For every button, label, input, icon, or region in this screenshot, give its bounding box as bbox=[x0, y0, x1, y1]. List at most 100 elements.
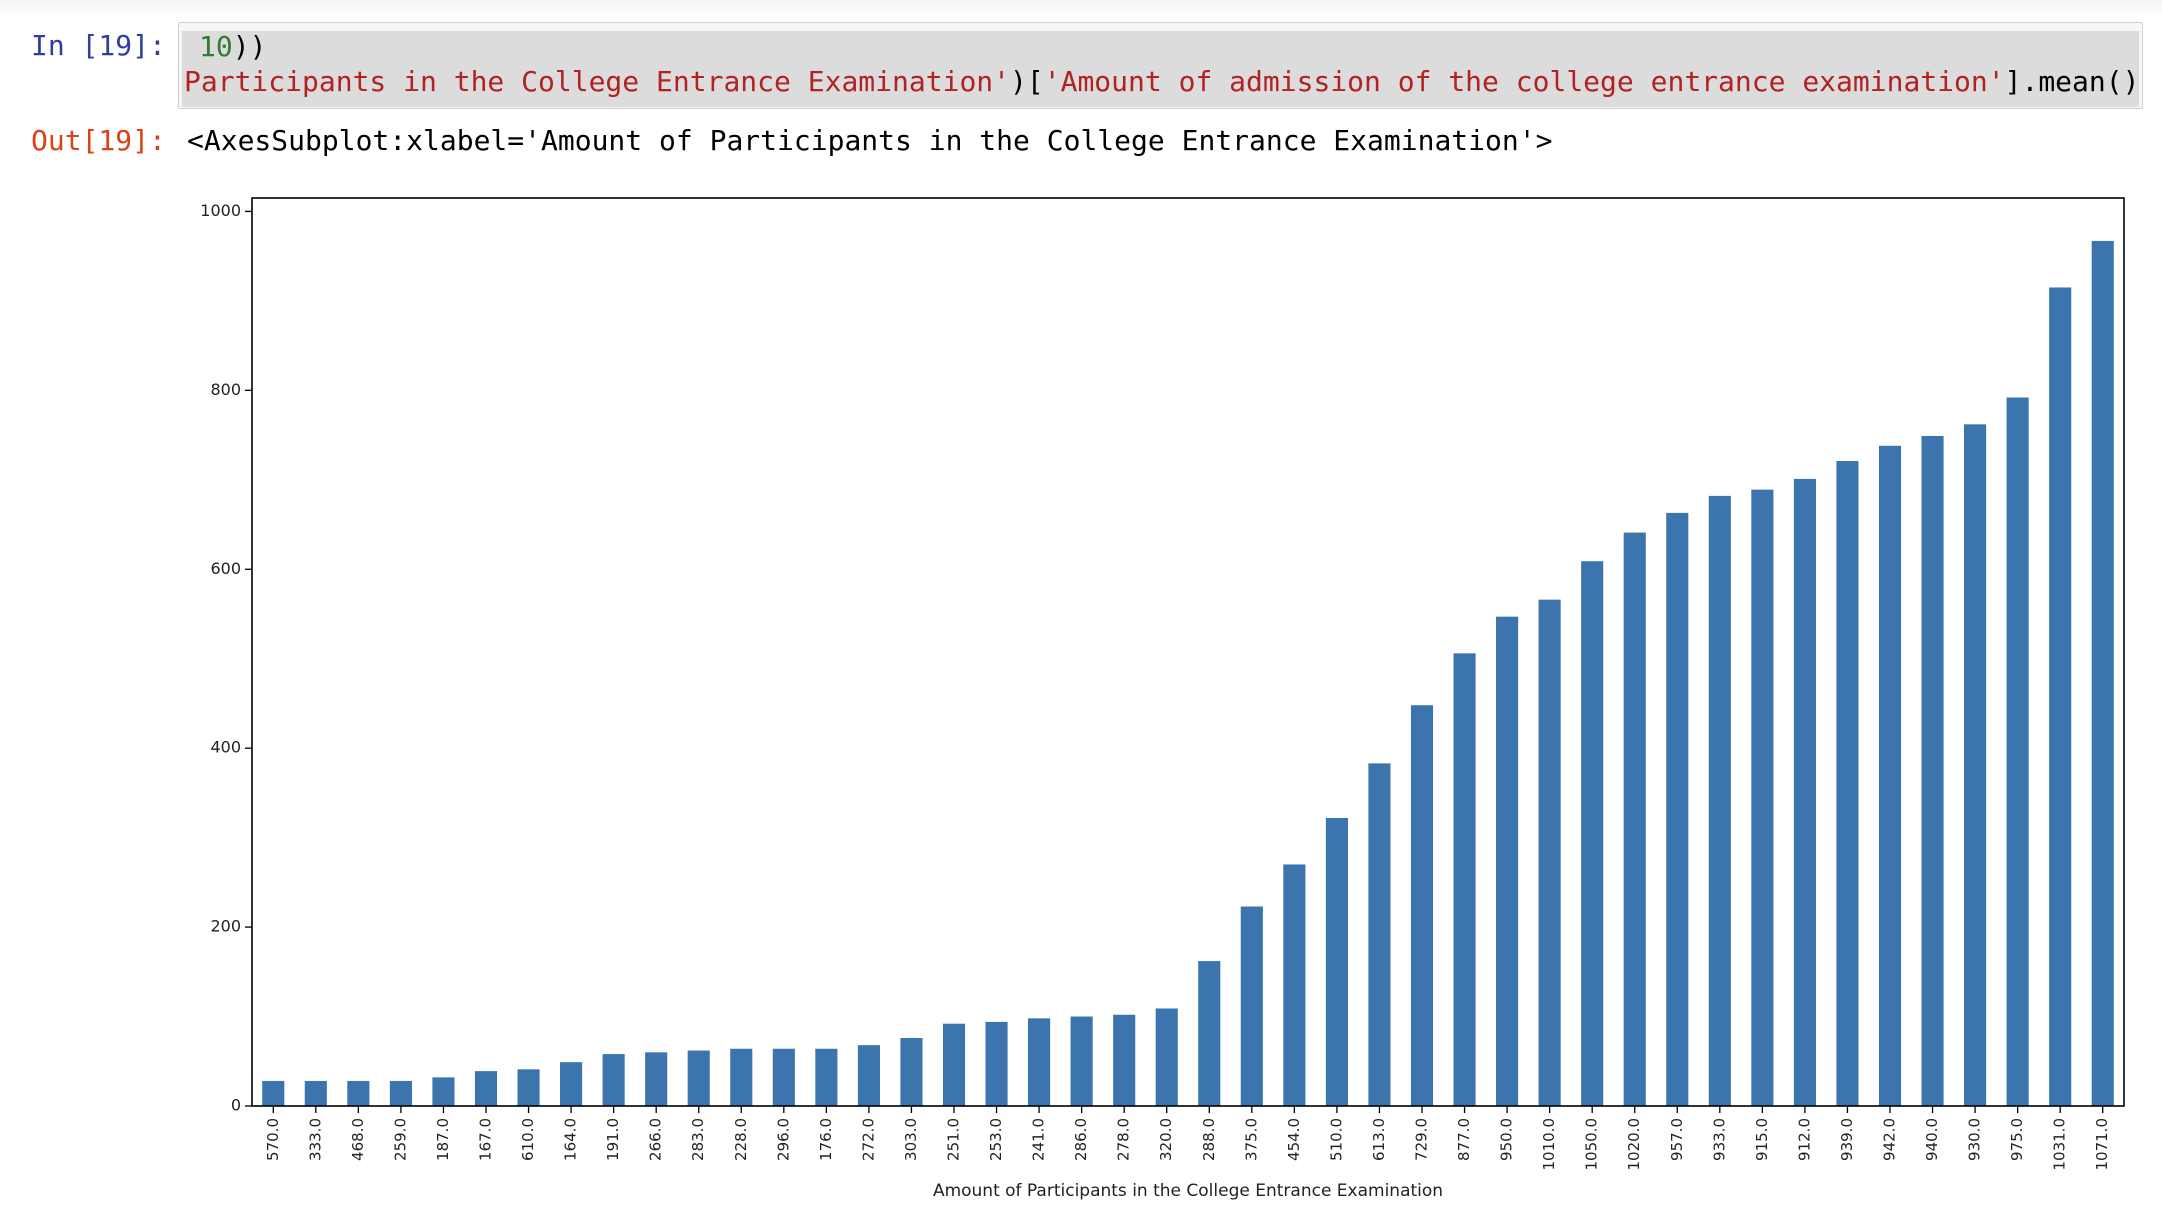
x-tick-label: 251.0 bbox=[945, 1118, 963, 1161]
x-tick-label: 940.0 bbox=[1923, 1118, 1941, 1161]
bar bbox=[1155, 1008, 1178, 1106]
code-number-literal: 10 bbox=[199, 30, 233, 63]
x-tick-label: 288.0 bbox=[1200, 1118, 1218, 1161]
notebook-top-bar bbox=[0, 0, 2162, 18]
x-tick-label: 228.0 bbox=[732, 1118, 750, 1161]
bar bbox=[687, 1050, 710, 1106]
x-axis-ticks: 570.0 333.0 468.0 259.0 187.0 167.0 610.0 164.0… bbox=[264, 1106, 2111, 1171]
x-tick-label: 930.0 bbox=[1966, 1118, 1984, 1161]
y-tick-label: 800 bbox=[210, 380, 241, 399]
x-tick-label: 286.0 bbox=[1072, 1118, 1090, 1161]
code-line-2: Participants in the College Entrance Exa… bbox=[184, 65, 2139, 98]
x-tick-label: 939.0 bbox=[1838, 1118, 1856, 1161]
x-tick-label: 510.0 bbox=[1327, 1118, 1345, 1161]
bar bbox=[1708, 495, 1731, 1106]
code-bracket-open: )[ bbox=[1010, 65, 1044, 98]
bar bbox=[560, 1062, 583, 1106]
x-axis-label: Amount of Participants in the College En… bbox=[933, 1181, 1443, 1201]
x-tick-label: 912.0 bbox=[1795, 1118, 1813, 1161]
bar bbox=[942, 1023, 966, 1106]
bar bbox=[517, 1069, 540, 1106]
bar bbox=[1198, 961, 1221, 1106]
bar bbox=[900, 1038, 923, 1106]
x-tick-label: 187.0 bbox=[434, 1118, 452, 1161]
x-tick-label: 570.0 bbox=[264, 1118, 282, 1161]
y-tick-label: 400 bbox=[210, 738, 241, 757]
code-selection-highlight bbox=[182, 31, 2139, 107]
bar bbox=[1453, 653, 1476, 1106]
input-prompt: In [19]: bbox=[31, 29, 166, 62]
x-tick-label: 1010.0 bbox=[1540, 1118, 1558, 1171]
bar bbox=[772, 1048, 795, 1106]
bar bbox=[1113, 1014, 1136, 1106]
x-tick-label: 957.0 bbox=[1668, 1118, 1686, 1161]
x-tick-label: 1031.0 bbox=[2051, 1118, 2069, 1171]
bar bbox=[1921, 435, 1944, 1107]
code-line-1: 10)) bbox=[199, 30, 266, 63]
bar bbox=[1368, 763, 1391, 1106]
x-tick-label: 1071.0 bbox=[2093, 1118, 2111, 1171]
bar bbox=[474, 1071, 498, 1106]
bar bbox=[1240, 906, 1263, 1106]
x-tick-label: 375.0 bbox=[1242, 1118, 1260, 1161]
bar bbox=[1496, 616, 1519, 1106]
x-tick-label: 915.0 bbox=[1753, 1118, 1771, 1161]
x-tick-label: 1050.0 bbox=[1583, 1118, 1601, 1171]
bar bbox=[1283, 864, 1306, 1106]
bar bbox=[1793, 478, 1816, 1106]
x-tick-label: 167.0 bbox=[477, 1118, 495, 1161]
x-tick-label: 176.0 bbox=[817, 1118, 835, 1161]
bar bbox=[815, 1048, 838, 1106]
x-tick-label: 975.0 bbox=[2008, 1118, 2026, 1161]
bar bbox=[730, 1048, 753, 1106]
bar bbox=[1878, 445, 1902, 1106]
x-tick-label: 191.0 bbox=[604, 1118, 622, 1161]
bar bbox=[1751, 489, 1774, 1106]
bar bbox=[1581, 561, 1604, 1106]
code-closing-parens: )) bbox=[232, 30, 267, 63]
y-tick-label: 0 bbox=[231, 1096, 241, 1115]
bar bbox=[602, 1054, 625, 1106]
x-tick-label: 278.0 bbox=[1115, 1118, 1133, 1161]
x-tick-label: 1020.0 bbox=[1625, 1118, 1643, 1171]
output-prompt: Out[19]: bbox=[31, 124, 166, 157]
bar bbox=[645, 1052, 668, 1106]
x-tick-label: 877.0 bbox=[1455, 1118, 1473, 1161]
bar bbox=[1070, 1016, 1093, 1106]
bar bbox=[985, 1021, 1008, 1106]
bar bbox=[1666, 512, 1689, 1106]
output-repr-text: <AxesSubplot:xlabel='Amount of Participa… bbox=[187, 124, 1553, 157]
y-axis-ticks: 0 200 400 600 800 1000 bbox=[200, 201, 252, 1115]
bar bbox=[389, 1080, 412, 1106]
bar bbox=[1538, 599, 1561, 1106]
y-tick-label: 600 bbox=[210, 559, 241, 578]
bar bbox=[1836, 461, 1859, 1106]
x-tick-label: 942.0 bbox=[1881, 1118, 1899, 1161]
bar bbox=[262, 1080, 285, 1106]
plot-frame bbox=[251, 197, 2125, 1107]
x-tick-label: 253.0 bbox=[987, 1118, 1005, 1161]
x-tick-label: 729.0 bbox=[1413, 1118, 1431, 1161]
y-tick-label: 200 bbox=[210, 917, 241, 936]
code-cell-editor[interactable]: 10)) Participants in the College Entranc… bbox=[178, 22, 2143, 109]
x-tick-label: 933.0 bbox=[1710, 1118, 1728, 1161]
bar bbox=[304, 1080, 327, 1106]
x-tick-label: 303.0 bbox=[902, 1118, 920, 1161]
bar bbox=[432, 1077, 455, 1106]
y-tick-label: 1000 bbox=[200, 201, 241, 220]
x-tick-label: 454.0 bbox=[1285, 1118, 1303, 1161]
x-tick-label: 333.0 bbox=[306, 1118, 324, 1161]
x-tick-label: 610.0 bbox=[519, 1118, 537, 1161]
code-string-groupby-column: Participants in the College Entrance Exa… bbox=[184, 65, 1011, 98]
code-string-target-column: 'Amount of admission of the college entr… bbox=[1043, 65, 2005, 98]
x-tick-label: 613.0 bbox=[1370, 1118, 1388, 1161]
bar bbox=[2006, 397, 2029, 1106]
x-tick-label: 320.0 bbox=[1157, 1118, 1175, 1161]
x-tick-label: 266.0 bbox=[647, 1118, 665, 1161]
bar bbox=[2049, 287, 2072, 1107]
bar bbox=[1623, 532, 1646, 1106]
bar bbox=[347, 1080, 370, 1106]
x-tick-label: 283.0 bbox=[689, 1118, 707, 1161]
bar bbox=[1325, 817, 1348, 1106]
